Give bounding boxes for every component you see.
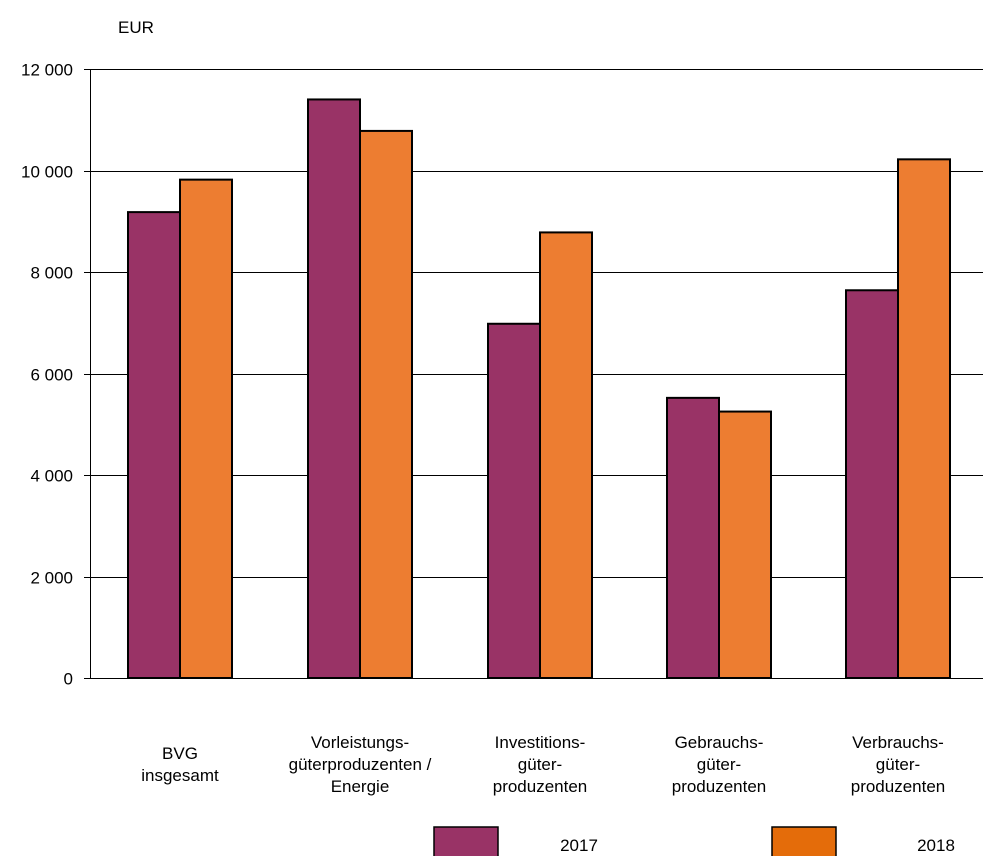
legend-label-2018: 2018 — [917, 836, 955, 855]
bar-2018-2 — [359, 129, 413, 680]
bars — [127, 98, 951, 680]
y-tick-label: 2 000 — [30, 569, 73, 588]
y-tick-label: 10 000 — [21, 163, 73, 182]
y-tick-label: 8 000 — [30, 264, 73, 283]
y-tick-label: 12 000 — [21, 61, 73, 80]
legend-label-2017: 2017 — [560, 836, 598, 855]
axes — [84, 69, 983, 679]
category-label-4: Gebrauchs-güter-produzenten — [672, 733, 767, 796]
bar-2017-5 — [845, 289, 899, 679]
bar-2017-3 — [487, 322, 541, 679]
y-unit-label: EUR — [118, 18, 154, 37]
bar-2017-1 — [127, 211, 181, 680]
category-label-2: Vorleistungs-güterproduzenten / Energie — [289, 733, 432, 796]
bar-2017-2 — [307, 98, 361, 679]
y-tick-label: 4 000 — [30, 467, 73, 486]
y-tick-label: 0 — [64, 670, 73, 689]
legend-swatch-2017 — [433, 826, 499, 856]
bar-2018-1 — [179, 178, 233, 679]
category-label-5: Verbrauchs-güter-produzenten — [851, 733, 946, 796]
legend: 2017 2018 — [433, 826, 955, 856]
bar-2017-4 — [666, 396, 720, 679]
category-label-3: Investitions-güter-produzenten — [493, 733, 588, 796]
category-label-1: BVG insgesamt — [141, 744, 219, 785]
bar-2018-5 — [897, 158, 951, 679]
y-tick-label: 6 000 — [30, 366, 73, 385]
legend-swatch-2018 — [771, 826, 837, 856]
bar-2018-3 — [539, 231, 593, 679]
bar-2018-4 — [718, 410, 772, 679]
labels: 0 2 000 4 000 6 000 8 000 10 000 12 000 EUR BVG i… — [21, 18, 945, 796]
